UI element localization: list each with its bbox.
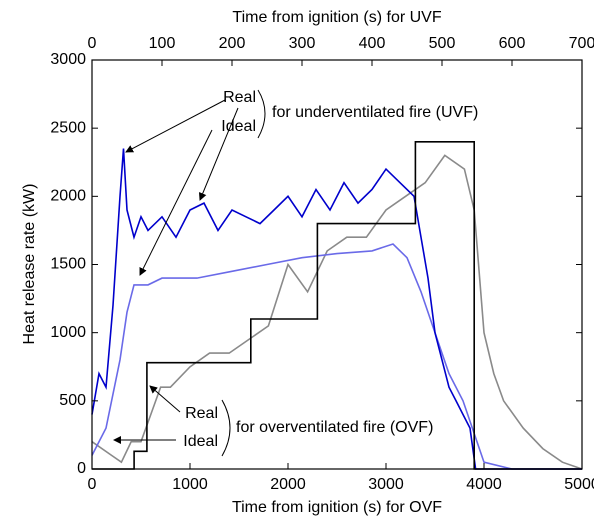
x2-tick-label: 600 [499,35,526,52]
y-tick-label: 2000 [50,188,86,205]
plot-area [91,141,583,470]
y-tick-label: 0 [77,460,86,477]
y-axis-label: Heat release rate (kW) [21,184,38,345]
data-line [91,154,583,470]
x2-tick-label: 400 [359,35,386,52]
x-tick-label: 0 [88,476,97,493]
y-tick-label: 500 [59,392,86,409]
x2-tick-label: 0 [88,35,97,52]
x2-tick-label: 200 [219,35,246,52]
x2-tick-label: 300 [289,35,316,52]
data-line [91,243,582,470]
x2-tick-label: 100 [149,35,176,52]
annotation: Ideal [221,118,256,135]
x-tick-label: 2000 [270,476,306,493]
y-tick-label: 1500 [50,256,86,273]
x2-axis-label: Time from ignition (s) for UVF [232,9,441,26]
x-tick-label: 1000 [172,476,208,493]
y-tick-label: 3000 [50,51,86,68]
y-tick-label: 1000 [50,324,86,341]
annotation: Real [223,89,256,106]
x-tick-label: 4000 [466,476,502,493]
annotation: for overventilated fire (OVF) [236,419,433,436]
x-axis-label: Time from ignition (s) for OVF [232,499,442,516]
annotation: Real [185,405,218,422]
x2-tick-label: 700 [569,35,594,52]
data-line [91,148,582,470]
data-line [92,141,582,470]
x2-tick-label: 500 [429,35,456,52]
y-tick-label: 2500 [50,119,86,136]
annotation: Ideal [183,433,218,450]
annotation-arrows [113,89,266,457]
annotation: for underventilated fire (UVF) [272,104,478,121]
x-tick-label: 3000 [368,476,404,493]
